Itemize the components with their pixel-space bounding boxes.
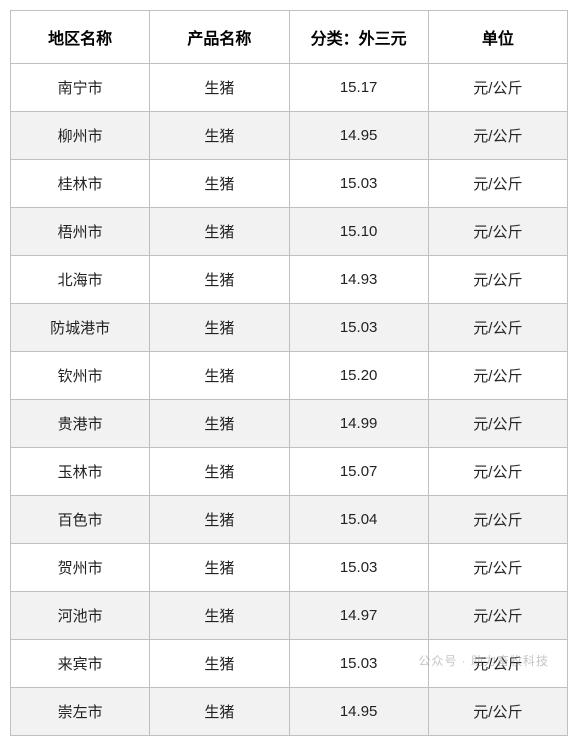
cell-product: 生猪 <box>150 256 289 304</box>
cell-product: 生猪 <box>150 544 289 592</box>
table-row: 河池市生猪14.97元/公斤 <box>11 592 568 640</box>
table-row: 贵港市生猪14.99元/公斤 <box>11 400 568 448</box>
cell-unit: 元/公斤 <box>428 640 567 688</box>
cell-product: 生猪 <box>150 112 289 160</box>
cell-region: 钦州市 <box>11 352 150 400</box>
cell-product: 生猪 <box>150 160 289 208</box>
cell-product: 生猪 <box>150 688 289 736</box>
cell-price: 15.17 <box>289 64 428 112</box>
cell-price: 15.03 <box>289 640 428 688</box>
cell-product: 生猪 <box>150 352 289 400</box>
cell-price: 15.20 <box>289 352 428 400</box>
cell-region: 柳州市 <box>11 112 150 160</box>
cell-price: 14.95 <box>289 688 428 736</box>
cell-product: 生猪 <box>150 208 289 256</box>
col-header-product: 产品名称 <box>150 11 289 64</box>
cell-product: 生猪 <box>150 400 289 448</box>
table-row: 北海市生猪14.93元/公斤 <box>11 256 568 304</box>
cell-region: 桂林市 <box>11 160 150 208</box>
table-row: 百色市生猪15.04元/公斤 <box>11 496 568 544</box>
table-row: 贺州市生猪15.03元/公斤 <box>11 544 568 592</box>
cell-region: 贵港市 <box>11 400 150 448</box>
table-row: 柳州市生猪14.95元/公斤 <box>11 112 568 160</box>
cell-price: 15.10 <box>289 208 428 256</box>
cell-price: 15.03 <box>289 160 428 208</box>
cell-unit: 元/公斤 <box>428 304 567 352</box>
cell-region: 崇左市 <box>11 688 150 736</box>
table-row: 崇左市生猪14.95元/公斤 <box>11 688 568 736</box>
table-row: 钦州市生猪15.20元/公斤 <box>11 352 568 400</box>
cell-region: 防城港市 <box>11 304 150 352</box>
table-row: 防城港市生猪15.03元/公斤 <box>11 304 568 352</box>
cell-product: 生猪 <box>150 64 289 112</box>
table-row: 梧州市生猪15.10元/公斤 <box>11 208 568 256</box>
cell-region: 百色市 <box>11 496 150 544</box>
cell-region: 贺州市 <box>11 544 150 592</box>
col-header-category: 分类：外三元 <box>289 11 428 64</box>
cell-price: 15.03 <box>289 304 428 352</box>
cell-price: 15.04 <box>289 496 428 544</box>
table-body: 南宁市生猪15.17元/公斤柳州市生猪14.95元/公斤桂林市生猪15.03元/… <box>11 64 568 736</box>
table-row: 南宁市生猪15.17元/公斤 <box>11 64 568 112</box>
cell-product: 生猪 <box>150 304 289 352</box>
cell-price: 14.97 <box>289 592 428 640</box>
cell-product: 生猪 <box>150 592 289 640</box>
cell-unit: 元/公斤 <box>428 208 567 256</box>
cell-unit: 元/公斤 <box>428 592 567 640</box>
cell-unit: 元/公斤 <box>428 688 567 736</box>
cell-unit: 元/公斤 <box>428 400 567 448</box>
cell-product: 生猪 <box>150 640 289 688</box>
table-row: 桂林市生猪15.03元/公斤 <box>11 160 568 208</box>
cell-unit: 元/公斤 <box>428 496 567 544</box>
price-table: 地区名称 产品名称 分类：外三元 单位 南宁市生猪15.17元/公斤柳州市生猪1… <box>10 10 568 736</box>
cell-unit: 元/公斤 <box>428 160 567 208</box>
cell-region: 玉林市 <box>11 448 150 496</box>
table-row: 玉林市生猪15.07元/公斤 <box>11 448 568 496</box>
table-row: 来宾市生猪15.03元/公斤 <box>11 640 568 688</box>
cell-product: 生猪 <box>150 448 289 496</box>
cell-unit: 元/公斤 <box>428 352 567 400</box>
cell-unit: 元/公斤 <box>428 64 567 112</box>
cell-region: 南宁市 <box>11 64 150 112</box>
cell-unit: 元/公斤 <box>428 256 567 304</box>
cell-region: 河池市 <box>11 592 150 640</box>
cell-price: 14.93 <box>289 256 428 304</box>
cell-unit: 元/公斤 <box>428 112 567 160</box>
cell-price: 14.95 <box>289 112 428 160</box>
col-header-region: 地区名称 <box>11 11 150 64</box>
cell-region: 来宾市 <box>11 640 150 688</box>
cell-price: 15.07 <box>289 448 428 496</box>
table-header: 地区名称 产品名称 分类：外三元 单位 <box>11 11 568 64</box>
cell-region: 北海市 <box>11 256 150 304</box>
cell-unit: 元/公斤 <box>428 448 567 496</box>
cell-product: 生猪 <box>150 496 289 544</box>
cell-unit: 元/公斤 <box>428 544 567 592</box>
col-header-unit: 单位 <box>428 11 567 64</box>
cell-price: 15.03 <box>289 544 428 592</box>
cell-price: 14.99 <box>289 400 428 448</box>
cell-region: 梧州市 <box>11 208 150 256</box>
